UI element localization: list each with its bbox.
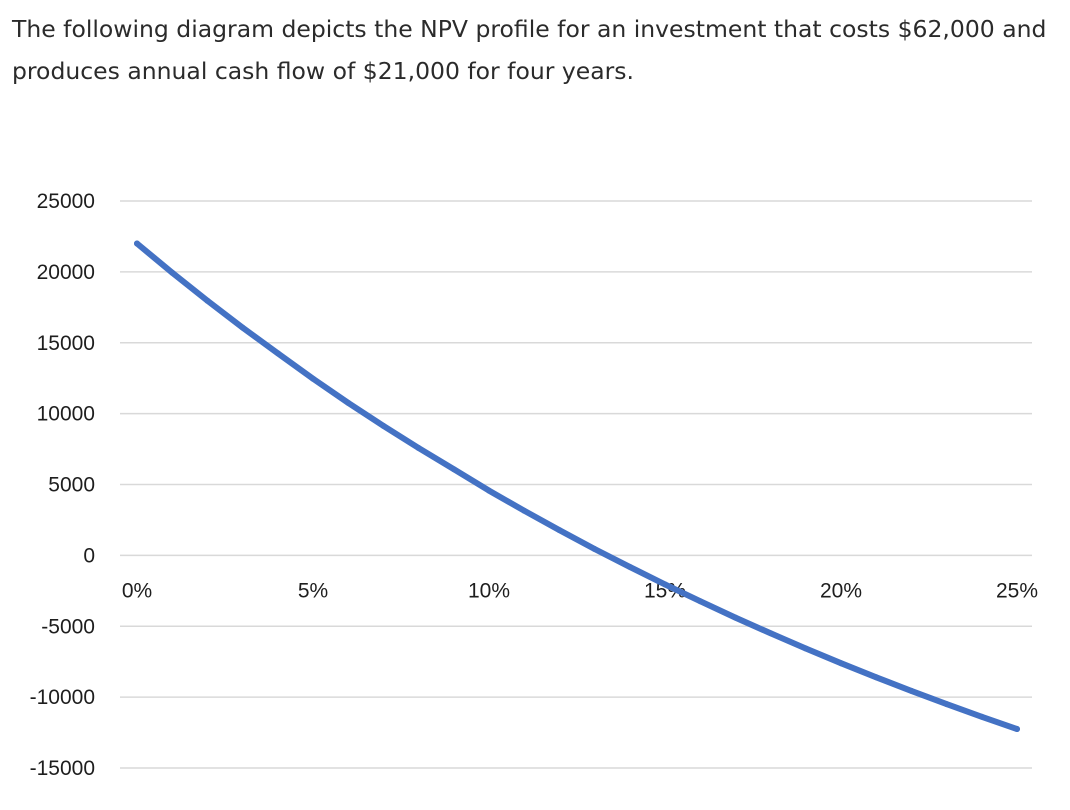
question-text: The following diagram depicts the NPV pr… xyxy=(12,15,1047,85)
x-tick-label: 20% xyxy=(820,579,862,602)
y-tick-label: 20000 xyxy=(37,261,95,284)
x-axis-tick-labels: 0% 5% 10% 15% 20% 25% xyxy=(122,579,1038,602)
data-point xyxy=(626,563,633,570)
data-point xyxy=(204,297,211,304)
y-axis-tick-labels: 25000 20000 15000 10000 5000 0 -5000 -10000 -150… xyxy=(30,190,95,780)
x-tick-label: 25% xyxy=(996,579,1038,602)
x-tick-label: 10% xyxy=(468,579,510,602)
y-tick-label: -5000 xyxy=(41,615,95,638)
series-layer xyxy=(134,240,1020,732)
data-point xyxy=(908,687,915,694)
data-point xyxy=(978,713,985,720)
data-point xyxy=(310,375,316,382)
npv-series-line xyxy=(134,240,1020,732)
y-tick-label: -15000 xyxy=(30,757,95,780)
data-point xyxy=(838,660,844,667)
data-point xyxy=(1014,726,1020,732)
y-tick-label: 5000 xyxy=(48,474,95,497)
data-point xyxy=(345,399,352,406)
data-point xyxy=(802,645,809,652)
data-point xyxy=(169,269,176,276)
data-point xyxy=(662,581,668,588)
data-point xyxy=(591,546,598,552)
y-tick-label: 0 xyxy=(83,544,95,567)
gridlines xyxy=(120,200,1032,769)
data-point xyxy=(732,614,739,621)
x-tick-label: 5% xyxy=(298,579,328,602)
data-point xyxy=(767,630,774,637)
x-tick-label: 0% xyxy=(122,579,152,602)
data-point xyxy=(873,674,880,681)
x-tick-label: 15% xyxy=(644,579,686,602)
data-point xyxy=(521,507,528,514)
data-point xyxy=(486,487,492,494)
y-tick-label: 10000 xyxy=(37,403,95,426)
data-point xyxy=(239,324,246,331)
data-point xyxy=(415,445,422,451)
data-point xyxy=(450,466,457,473)
data-point xyxy=(274,350,281,357)
y-tick-label: 25000 xyxy=(37,190,95,213)
data-point xyxy=(134,240,140,247)
data-point xyxy=(943,701,950,708)
data-point xyxy=(380,422,387,429)
y-tick-label: 15000 xyxy=(37,332,95,355)
y-tick-label: -10000 xyxy=(30,686,95,709)
data-point xyxy=(697,598,704,605)
data-point xyxy=(556,527,563,534)
